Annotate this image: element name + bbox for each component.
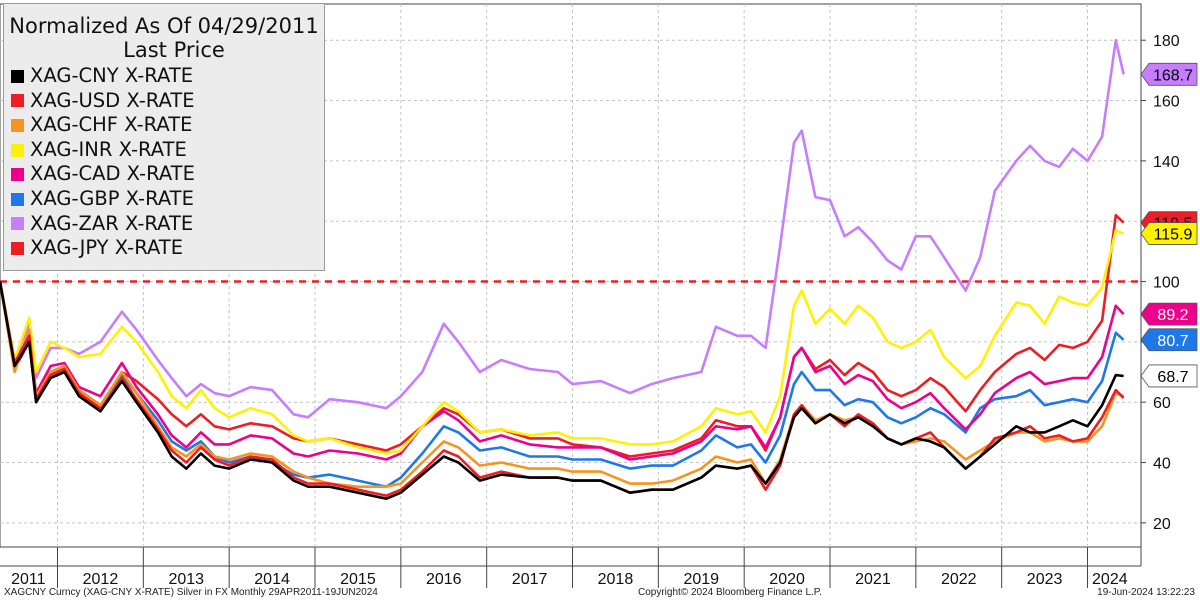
y-tick-label: 60	[1153, 395, 1171, 412]
legend-swatch	[11, 192, 24, 206]
y-tick-label: 40	[1153, 456, 1171, 473]
legend-item: XAG-GBP X-RATE	[4, 187, 324, 212]
series-group	[0, 38, 1125, 500]
last-value-tag	[1140, 302, 1198, 326]
x-tick-label: 2015	[340, 571, 376, 588]
legend-label: XAG-GBP X-RATE	[30, 186, 194, 210]
last-value-text: 89.2	[1157, 307, 1188, 324]
legend-swatch	[11, 217, 24, 231]
series-line-xag-gbp-x-rate	[0, 281, 1125, 488]
y-tick-label: 180	[1153, 33, 1180, 50]
chart-subtitle: Last Price	[123, 38, 225, 62]
y-tick-label: 160	[1153, 94, 1180, 111]
legend-swatch	[11, 94, 24, 108]
footer-source: XAGCNY Curncy (XAG-CNY X-RATE) Silver in…	[4, 587, 378, 598]
legend-label: XAG-CAD X-RATE	[30, 162, 195, 186]
legend-swatch	[11, 118, 24, 132]
legend-items: XAG-CNY X-RATE XAG-USD X-RATE XAG-CHF X-RA…	[4, 64, 324, 261]
x-tick-label: 2019	[683, 571, 719, 588]
last-value-text: 80.7	[1157, 333, 1188, 350]
legend-item: XAG-CAD X-RATE	[4, 162, 324, 187]
last-value-text: 68.7	[1157, 369, 1188, 386]
legend-item: XAG-CHF X-RATE	[4, 113, 324, 138]
y-tick-label: 140	[1153, 154, 1180, 171]
x-tick-label: 2022	[941, 571, 977, 588]
last-value-tag	[1140, 364, 1198, 388]
last-value-text: 168.7	[1153, 67, 1193, 84]
legend-label: XAG-INR X-RATE	[30, 137, 187, 161]
legend-swatch	[11, 69, 24, 83]
series-line-xag-chf-x-rate	[0, 281, 1125, 488]
x-tick-label: 2018	[598, 571, 634, 588]
footer-timestamp: 19-Jun-2024 13:22:23	[1097, 587, 1195, 598]
last-value-label: 80.7	[1140, 328, 1198, 352]
series-line-xag-zar-x-rate	[0, 38, 1125, 419]
last-value-tag	[1140, 62, 1198, 86]
legend-swatch	[11, 168, 24, 182]
legend-item: XAG-CNY X-RATE	[4, 64, 324, 89]
legend-label: XAG-JPY X-RATE	[30, 236, 184, 260]
legend-label: XAG-CNY X-RATE	[30, 64, 194, 87]
legend-label: XAG-ZAR X-RATE	[30, 211, 194, 235]
series-line-xag-jpy-x-rate	[0, 213, 1125, 458]
x-tick-label: 2014	[254, 571, 290, 588]
y-tick-label: 20	[1153, 516, 1171, 533]
legend-item: XAG-JPY X-RATE	[4, 236, 324, 261]
legend: Normalized As Of 04/29/2011 Last Price X…	[3, 3, 325, 271]
x-tick-label: 2011	[11, 571, 46, 588]
x-tick-label: 2021	[855, 571, 891, 588]
chart-title: Normalized As Of 04/29/2011	[9, 14, 319, 38]
x-tick-label: 2013	[168, 571, 204, 588]
y-tick-label: 100	[1153, 275, 1180, 292]
last-value-label: 89.2	[1140, 302, 1198, 326]
series-line-xag-cny-x-rate	[0, 281, 1124, 500]
x-tick-label: 2012	[83, 571, 119, 588]
footer-copyright: Copyright© 2024 Bloomberg Finance L.P.	[638, 587, 822, 598]
legend-item: XAG-USD X-RATE	[4, 89, 324, 114]
legend-swatch	[11, 143, 24, 157]
series-line-xag-inr-x-rate	[0, 229, 1125, 455]
x-tick-label: 2020	[769, 571, 805, 588]
last-value-label: 115.9	[1140, 222, 1198, 245]
x-tick-label: 2024	[1092, 571, 1128, 588]
series-line-xag-cad-x-rate	[0, 281, 1125, 461]
x-tick-label: 2023	[1027, 571, 1063, 588]
x-tick-label: 2016	[426, 571, 462, 588]
legend-item: XAG-ZAR X-RATE	[4, 212, 324, 237]
legend-label: XAG-CHF X-RATE	[30, 113, 193, 137]
legend-label: XAG-USD X-RATE	[30, 88, 195, 112]
last-value-tag	[1140, 222, 1198, 245]
legend-item: XAG-INR X-RATE	[4, 138, 324, 163]
last-value-tag	[1140, 328, 1198, 352]
last-value-label: 68.7	[1140, 364, 1198, 388]
last-value-text: 115.9	[1154, 227, 1193, 244]
x-tick-label: 2017	[512, 571, 548, 588]
last-value-label: 168.7	[1140, 62, 1198, 86]
legend-swatch	[11, 241, 24, 255]
